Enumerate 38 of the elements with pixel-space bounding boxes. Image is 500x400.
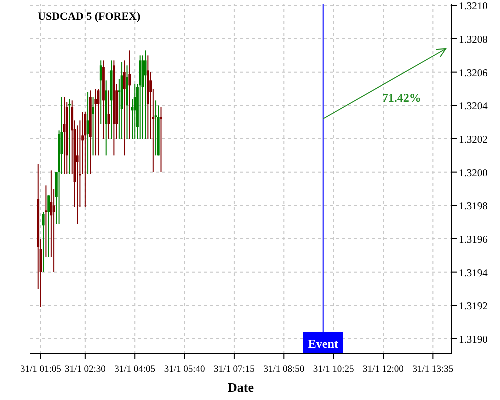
x-tick-label: 31/1 04:05 bbox=[114, 365, 156, 375]
x-tick-label: 31/1 05:40 bbox=[164, 365, 206, 375]
candlestick bbox=[154, 100, 158, 156]
y-tick-label: 1.3190 bbox=[459, 335, 488, 346]
y-tick-label: 1.3208 bbox=[459, 35, 488, 46]
candlestick bbox=[94, 88, 98, 156]
y-tick-label: 1.3210 bbox=[459, 2, 488, 13]
y-tick-label: 1.3204 bbox=[459, 102, 489, 113]
candlestick bbox=[144, 50, 147, 140]
y-tick-label: 1.3194 bbox=[459, 268, 489, 280]
x-tick-label: 31/1 12:00 bbox=[363, 365, 404, 375]
x-tick-label: 31/1 07:15 bbox=[214, 365, 256, 375]
x-tick-label: 31/1 08:50 bbox=[264, 365, 305, 375]
x-axis-title: Date bbox=[228, 380, 254, 395]
ref-line-label: Event bbox=[308, 337, 338, 351]
y-tick-label: 1.3202 bbox=[459, 135, 488, 146]
candlestick bbox=[128, 50, 132, 140]
candlestick bbox=[48, 195, 50, 258]
x-tick-label: 31/1 13:35 bbox=[412, 365, 454, 375]
y-tick-label: 1.3200 bbox=[459, 168, 488, 180]
candlestick bbox=[84, 112, 87, 208]
candlestick bbox=[42, 212, 45, 273]
candlestick bbox=[134, 84, 136, 140]
candlestick bbox=[123, 60, 126, 156]
candlestick bbox=[68, 98, 71, 174]
y-tick-label: 1.3198 bbox=[459, 202, 488, 213]
candlestick bbox=[45, 185, 48, 258]
text: USDCAD 5 (FOREX) bbox=[38, 11, 141, 23]
y-tick-label: 1.3196 bbox=[459, 235, 488, 246]
candlestick bbox=[160, 106, 162, 173]
annotation: 71.42% bbox=[382, 91, 422, 106]
x-tick-label: 31/1 02:30 bbox=[64, 365, 106, 375]
candlestick bbox=[92, 96, 94, 156]
x-tick-label: 31/1 01:05 bbox=[20, 365, 62, 375]
candlestick bbox=[100, 60, 102, 124]
y-tick-label: 1.3206 bbox=[459, 68, 488, 80]
x-tick-label: 31/1 10:25 bbox=[313, 365, 355, 375]
y-tick-label: 1.3192 bbox=[459, 302, 488, 313]
